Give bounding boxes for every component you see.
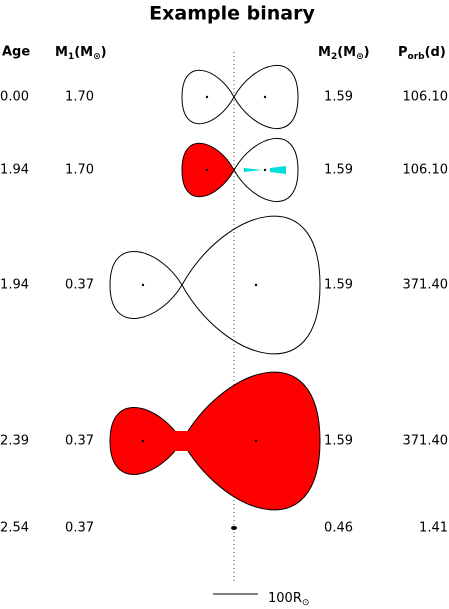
roche-lobe [181, 69, 235, 125]
scale-sub: ⊙ [302, 598, 310, 608]
header-age: Age [2, 45, 30, 60]
header-m1: M1(M⊙) [55, 45, 107, 62]
mass-2: 1.59 [324, 163, 353, 178]
star-center [263, 168, 267, 172]
roche-lobe [233, 138, 299, 202]
mass-1: 0.37 [65, 434, 94, 449]
roche-lobe [233, 65, 299, 129]
title: Example binary [149, 3, 315, 25]
mass-2: 0.46 [324, 521, 353, 536]
header-unit: (M [337, 45, 356, 60]
period: 1.41 [419, 521, 448, 536]
age: 2.54 [0, 521, 29, 536]
rows: 0.00 1.70 1.59 106.10 1.94 1.70 1.59 106.10 1.94… [0, 90, 448, 536]
header-symbol: M [318, 45, 331, 60]
period: 371.40 [403, 434, 449, 449]
period: 371.40 [403, 278, 449, 293]
header-sub: 2 [331, 52, 337, 62]
mass-1: 1.70 [65, 163, 94, 178]
compact-binary [231, 526, 237, 530]
period: 106.10 [403, 163, 449, 178]
header-close: ) [364, 45, 370, 60]
period: 106.10 [403, 90, 449, 105]
envelope-neck [174, 431, 190, 451]
star-center [141, 283, 145, 287]
age: 0.00 [0, 90, 29, 105]
header-unit: (d) [425, 45, 446, 60]
header-symbol: P [398, 45, 408, 60]
header-unit-sub: ⊙ [93, 52, 101, 62]
age: 1.94 [0, 278, 29, 293]
header-unit: (M [74, 45, 93, 60]
header-unit-sub: ⊙ [356, 52, 364, 62]
star-center [254, 283, 258, 287]
age: 1.94 [0, 163, 29, 178]
star-center [254, 439, 258, 443]
scale-label: 100R⊙ [268, 591, 309, 608]
star-center [141, 439, 145, 443]
header-close: ) [101, 45, 107, 60]
header-sub: 1 [68, 52, 74, 62]
roche-lobe [109, 251, 183, 319]
mass-1: 1.70 [65, 90, 94, 105]
scale-text: 100R [268, 591, 302, 606]
header-porb: Porb(d) [398, 45, 446, 62]
mass-stream [244, 166, 286, 174]
header-symbol: M [55, 45, 68, 60]
envelope [109, 407, 183, 475]
star-center [205, 95, 209, 99]
envelope [181, 371, 321, 511]
mass-1: 0.37 [65, 521, 94, 536]
mass-2: 1.59 [324, 90, 353, 105]
mass-2: 1.59 [324, 434, 353, 449]
header-sub: orb [408, 52, 426, 62]
mass-2: 1.59 [324, 278, 353, 293]
mass-1: 0.37 [65, 278, 94, 293]
header-m2: M2(M⊙) [318, 45, 370, 62]
age: 2.39 [0, 434, 29, 449]
roche-lobe [181, 215, 321, 355]
star-center [263, 95, 267, 99]
star-center [205, 168, 209, 172]
binary-shapes [109, 65, 321, 530]
